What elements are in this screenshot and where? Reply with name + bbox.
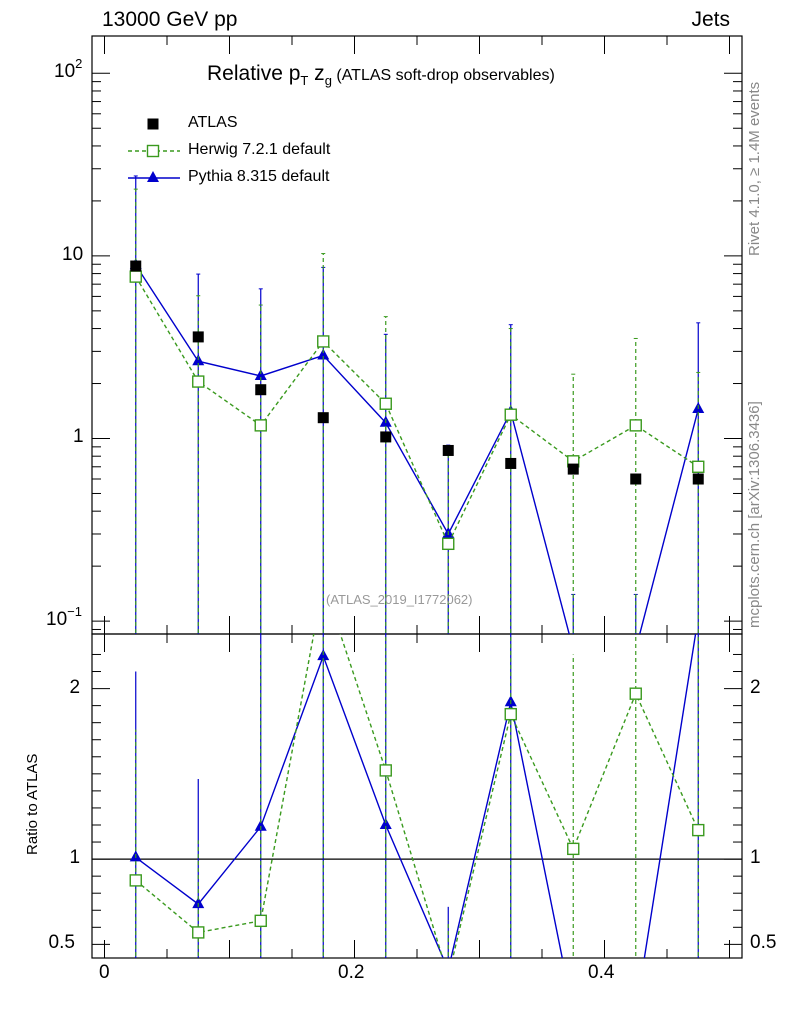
ratio-point bbox=[254, 914, 267, 928]
ratio-tick-label-right: 2 bbox=[750, 676, 761, 698]
mcplots-label: mcplots.cern.ch [arXiv:1306.3436] bbox=[746, 401, 763, 628]
data-point bbox=[254, 419, 267, 432]
ratio-tick-label-left: 1 bbox=[69, 847, 81, 869]
x-tick-label: 0 bbox=[99, 962, 110, 983]
energy-label: 13000 GeV pp bbox=[102, 8, 238, 31]
ratio-point bbox=[379, 817, 392, 829]
data-point bbox=[567, 463, 579, 475]
x-tick-label: 0.4 bbox=[588, 962, 615, 983]
title-var: z bbox=[308, 62, 325, 85]
ratio-point bbox=[630, 1006, 642, 1017]
data-point bbox=[192, 331, 204, 343]
ratio-tick-label-left: 0.5 bbox=[48, 932, 75, 954]
ratio-line bbox=[135, 634, 697, 958]
y-tick-label: 102 bbox=[54, 56, 83, 83]
ratio-point bbox=[254, 819, 267, 831]
legend-atlas: ATLAS bbox=[188, 114, 238, 131]
y-tick-label: 10 bbox=[62, 243, 84, 265]
data-point bbox=[129, 270, 142, 283]
ratio-point bbox=[442, 963, 454, 974]
rivet-label: Rivet 4.1.0, ≥ 1.4M events bbox=[746, 81, 763, 256]
ratio-point bbox=[629, 687, 642, 700]
ratio-point bbox=[129, 874, 142, 887]
legend-marker-herwig bbox=[146, 144, 160, 158]
x-tick-label: 0.2 bbox=[338, 962, 365, 983]
ratio-point bbox=[567, 1006, 579, 1017]
analysis-watermark: (ATLAS_2019_I1772062) bbox=[326, 592, 473, 607]
data-point bbox=[692, 473, 704, 485]
data-point bbox=[505, 457, 517, 469]
data-point bbox=[317, 335, 330, 348]
title-main: Relative p bbox=[207, 62, 301, 85]
chart-title: Relative pT zg (ATLAS soft-drop observab… bbox=[207, 62, 555, 88]
ratio-point bbox=[379, 764, 392, 777]
data-point bbox=[629, 419, 642, 432]
ratio-point bbox=[192, 926, 205, 939]
series-line bbox=[135, 264, 699, 634]
data-point bbox=[630, 473, 642, 485]
series-line bbox=[135, 276, 699, 546]
title-sub: T bbox=[300, 73, 309, 88]
ratio-line bbox=[135, 634, 699, 958]
ratio-tick-label-left: 2 bbox=[69, 676, 81, 698]
ratio-point bbox=[504, 707, 517, 721]
ratio-tick-label-right: 0.5 bbox=[750, 932, 777, 954]
ratio-axis-label: Ratio to ATLAS bbox=[24, 753, 41, 855]
ratio-tick-label-right: 1 bbox=[750, 847, 761, 869]
data-point bbox=[692, 460, 705, 473]
legend-pythia: Pythia 8.315 default bbox=[188, 168, 330, 185]
data-point bbox=[504, 408, 517, 421]
data-point bbox=[442, 537, 455, 551]
title-var-sub: g bbox=[324, 73, 332, 88]
ratio-point bbox=[192, 897, 205, 909]
ratio-point bbox=[692, 823, 705, 837]
data-point bbox=[130, 260, 142, 272]
data-point bbox=[567, 642, 579, 653]
data-point bbox=[442, 444, 454, 456]
legend-marker-atlas bbox=[147, 118, 159, 130]
data-point bbox=[317, 348, 330, 360]
data-point bbox=[192, 375, 205, 388]
legend-herwig: Herwig 7.2.1 default bbox=[188, 141, 331, 158]
y-tick-label: 1 bbox=[73, 426, 84, 448]
ratio-frame bbox=[91, 633, 743, 959]
data-point bbox=[380, 431, 392, 443]
title-extra: (ATLAS soft-drop observables) bbox=[331, 67, 555, 84]
ratio-point bbox=[443, 971, 454, 982]
data-point bbox=[254, 368, 267, 380]
data-point bbox=[317, 412, 329, 424]
category-label: Jets bbox=[691, 8, 730, 31]
ratio-point bbox=[567, 842, 580, 856]
data-point bbox=[379, 397, 392, 410]
data-point bbox=[255, 384, 267, 396]
y-tick-label: 10−1 bbox=[46, 604, 82, 631]
legend-marker-pythia bbox=[147, 171, 159, 182]
